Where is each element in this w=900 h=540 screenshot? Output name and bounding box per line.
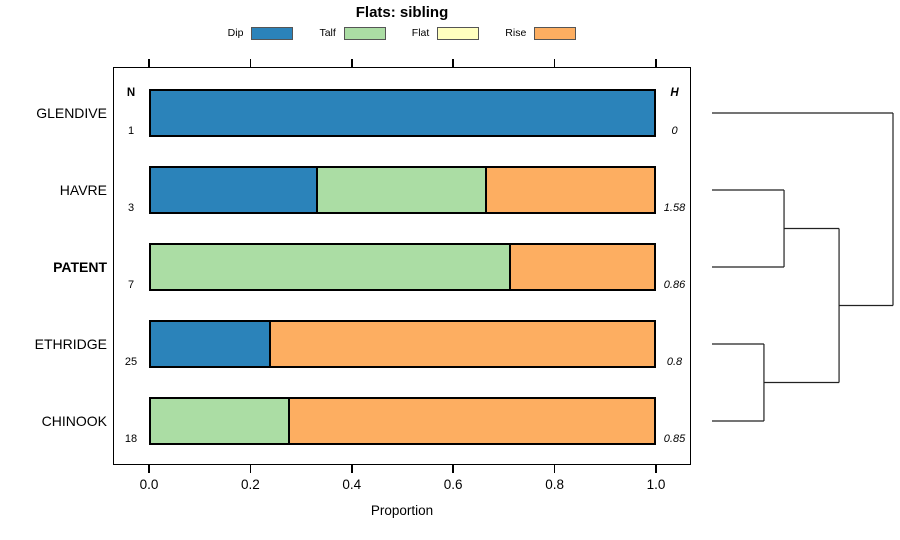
x-tick-top — [553, 59, 556, 67]
row-label: ETHRIDGE — [34, 336, 107, 352]
n-value: 3 — [127, 202, 135, 214]
x-tick-bottom — [655, 465, 657, 473]
x-tick-label: 0.4 — [342, 477, 362, 492]
x-tick-top — [249, 59, 252, 67]
row-label: PATENT — [53, 259, 107, 275]
x-tick-top — [452, 59, 454, 67]
x-tick-top — [655, 59, 657, 67]
row-label: GLENDIVE — [36, 105, 107, 121]
n-value: 7 — [127, 279, 135, 291]
h-value: 0.8 — [666, 356, 683, 368]
x-tick-label: 0.8 — [545, 477, 564, 492]
bar-segment-talf — [149, 397, 290, 445]
bar-row — [149, 320, 656, 368]
bar-segment-rise — [288, 397, 656, 445]
row-label: CHINOOK — [41, 413, 107, 429]
dendrogram — [712, 112, 894, 422]
legend-swatch-rise — [534, 26, 577, 40]
x-tick-top — [148, 59, 150, 67]
legend-item: Flat — [411, 26, 480, 40]
x-axis-title: Proportion — [370, 503, 434, 518]
x-tick-bottom — [249, 465, 252, 473]
n-column-header: N — [126, 87, 136, 99]
legend-item-label: Talf — [319, 27, 336, 39]
x-tick-bottom — [553, 465, 556, 473]
chart-title: Flats: sibling — [355, 4, 449, 21]
bar-segment-dip — [149, 166, 318, 214]
legend-item: Rise — [505, 26, 577, 40]
bar-row — [149, 397, 656, 445]
h-value: 1.58 — [663, 202, 686, 214]
bar-segment-dip — [149, 89, 656, 137]
bar-segment-rise — [269, 320, 656, 368]
legend-item-label: Dip — [227, 27, 244, 39]
x-tick-top — [351, 59, 353, 67]
x-tick-label: 0.6 — [443, 477, 463, 492]
h-value: 0.85 — [663, 433, 686, 445]
x-tick-label: 0.0 — [139, 477, 159, 492]
x-tick-bottom — [452, 465, 454, 473]
bar-row — [149, 166, 656, 214]
bar-row — [149, 243, 656, 291]
bar-segment-rise — [485, 166, 656, 214]
h-value: 0 — [671, 125, 678, 137]
bar-row — [149, 89, 656, 137]
legend-item: Talf — [319, 26, 386, 40]
x-tick-bottom — [148, 465, 150, 473]
n-value: 25 — [124, 356, 138, 368]
bar-segment-talf — [149, 243, 511, 291]
h-column-header: H — [670, 87, 679, 99]
x-tick-bottom — [351, 465, 353, 473]
n-value: 1 — [127, 125, 135, 137]
bar-segment-dip — [149, 320, 271, 368]
legend-item: Dip — [227, 26, 294, 40]
row-label: HAVRE — [59, 182, 107, 198]
n-value: 18 — [124, 433, 138, 445]
legend: Dip Talf Flat Rise — [113, 25, 691, 41]
legend-item-label: Flat — [411, 27, 430, 39]
x-tick-label: 1.0 — [646, 477, 666, 492]
legend-item-label: Rise — [505, 27, 527, 39]
h-value: 0.86 — [663, 279, 686, 291]
bar-segment-rise — [509, 243, 656, 291]
legend-swatch-dip — [251, 26, 294, 40]
bar-segment-talf — [316, 166, 487, 214]
legend-swatch-flat — [437, 26, 480, 40]
legend-swatch-talf — [343, 26, 386, 40]
x-tick-label: 0.2 — [241, 477, 260, 492]
